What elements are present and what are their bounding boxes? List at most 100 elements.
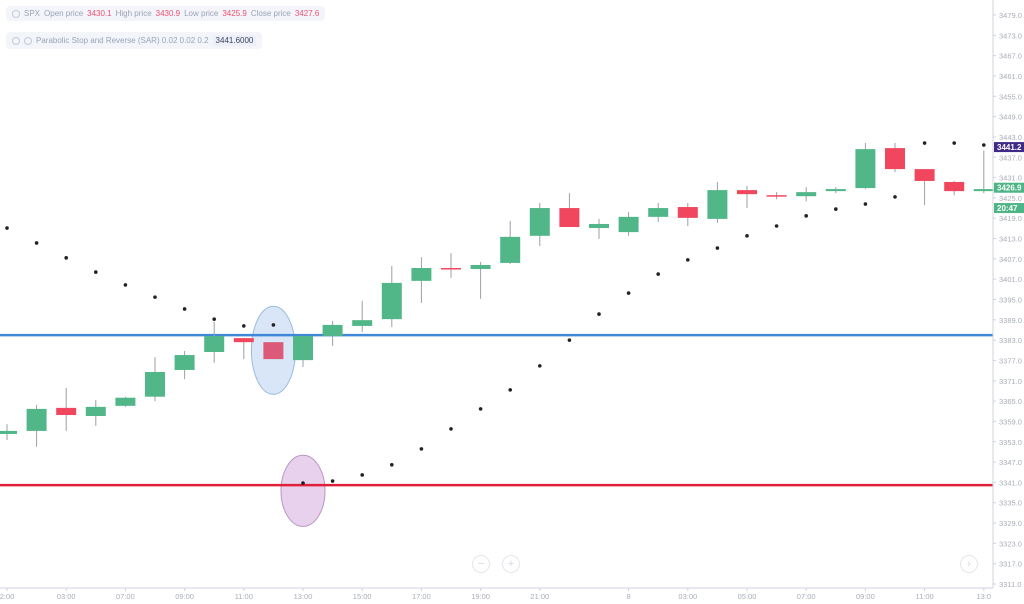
y-tick-label: 3377.0 [999, 356, 1022, 365]
close-label: Close price [250, 9, 291, 18]
sar-dot [508, 388, 512, 392]
y-tick-label: 3383.0 [999, 336, 1022, 345]
candle-body [648, 208, 669, 217]
candle [677, 202, 698, 227]
candle [766, 192, 787, 200]
candle-body [529, 208, 550, 236]
y-tick-label: 3467.0 [999, 52, 1022, 61]
sar-dot [893, 195, 897, 199]
candle [411, 257, 432, 303]
x-tick-label: 09:00 [175, 592, 194, 601]
x-tick-label: 09:00 [856, 592, 875, 601]
last-price-tag: 3426.9 [997, 184, 1022, 193]
sar-dot [330, 479, 335, 483]
candle-body [204, 336, 225, 352]
candle-body [618, 216, 639, 233]
sar-dot [419, 447, 424, 451]
sar-dot [597, 312, 601, 316]
sar-dot [863, 202, 868, 206]
eye-icon[interactable] [12, 36, 20, 45]
last-price-tag-bg [994, 182, 1024, 193]
candle-body [174, 355, 195, 370]
candle-body [737, 190, 757, 195]
candle [85, 400, 106, 426]
y-tick-label: 3413.0 [999, 235, 1022, 244]
candle-body [381, 282, 402, 320]
scroll-right-button[interactable]: › [960, 555, 978, 573]
open-label: Open price [44, 9, 84, 18]
candle [944, 180, 965, 196]
candle [441, 253, 461, 278]
candle [529, 202, 550, 246]
x-tick-label: 07:00 [116, 592, 135, 601]
candle-body [559, 208, 580, 228]
x-tick-label: 21:00 [530, 592, 549, 601]
sar-dot [242, 324, 246, 328]
eye-icon[interactable] [12, 9, 20, 18]
zoom-in-button[interactable]: + [502, 555, 520, 573]
candle [648, 202, 669, 222]
y-tick-label: 3311.0 [999, 580, 1021, 589]
sar-dot [774, 224, 779, 228]
sar-dot [567, 338, 572, 342]
candle-body [885, 148, 905, 170]
candle [470, 261, 491, 299]
x-tick-label: 13:00 [294, 592, 313, 601]
candle-body [470, 264, 491, 270]
countdown-tag: 20:47 [997, 204, 1018, 213]
y-tick-label: 3455.0 [999, 92, 1022, 101]
sar-dot [64, 256, 68, 260]
close-value: 3427.6 [294, 9, 320, 18]
sar-dot [626, 291, 631, 295]
candle-body [145, 371, 165, 397]
candle-body [796, 192, 817, 197]
candle-body [0, 430, 17, 434]
candle-body [707, 190, 728, 219]
candle [885, 143, 905, 173]
y-tick-label: 3335.0 [999, 499, 1022, 508]
candle [56, 387, 77, 431]
y-tick-label: 3329.0 [999, 519, 1022, 528]
countdown-tag-bg [994, 203, 1024, 214]
y-tick-label: 3317.0 [999, 560, 1022, 569]
y-tick-label: 3395.0 [999, 296, 1022, 305]
candle-body [441, 268, 461, 270]
plus-icon: + [507, 558, 515, 570]
y-tick-label: 3431.0 [999, 174, 1022, 183]
sar-dot [745, 234, 749, 238]
x-tick-label: 11:00 [915, 592, 933, 601]
sar-dot [182, 307, 187, 311]
sar-price-tag-bg [994, 142, 1024, 153]
y-tick-label: 3407.0 [999, 255, 1022, 264]
candle-body [26, 408, 47, 431]
candle [500, 220, 521, 264]
x-tick-label: 05:00 [738, 592, 757, 601]
sar-dot [123, 283, 128, 287]
candle-body [914, 169, 935, 181]
x-tick-label: 15:00 [353, 592, 372, 601]
x-tick-label: 13:0 [976, 592, 991, 601]
candle [233, 338, 254, 360]
candle-body [322, 324, 343, 337]
sar-dot [922, 141, 927, 145]
candle [263, 342, 284, 360]
candle [145, 357, 165, 402]
sar-label: Parabolic Stop and Reverse (SAR) 0.02 0.… [36, 36, 209, 45]
y-tick-label: 3347.0 [999, 458, 1022, 467]
candle-body [115, 397, 136, 406]
settings-icon[interactable] [24, 36, 32, 45]
sar-price-tag: 3441.2 [997, 143, 1022, 152]
y-tick-label: 3359.0 [999, 417, 1022, 426]
candle [618, 212, 639, 236]
sar-dot [5, 226, 9, 230]
sar-dot [271, 323, 276, 327]
candle [707, 181, 728, 223]
x-tick-label: 17:00 [412, 592, 431, 601]
candle [352, 300, 373, 333]
candle [381, 265, 402, 327]
zoom-out-button[interactable]: − [472, 555, 490, 573]
sar-dot [656, 272, 660, 276]
sar-dot [153, 295, 157, 299]
low-value: 3425.9 [222, 9, 247, 18]
